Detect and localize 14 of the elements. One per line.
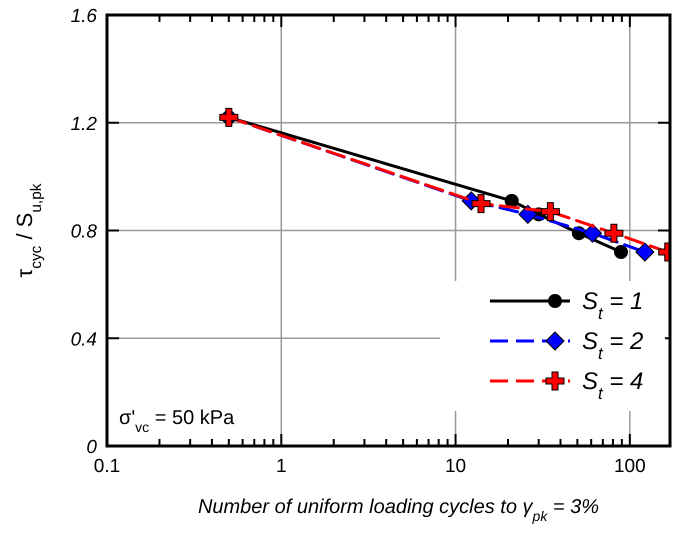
x-tick-label: 10: [444, 456, 466, 477]
y-tick-label: 0.8: [70, 222, 98, 242]
x-tick-label: 100: [614, 456, 646, 477]
x-tick-label: 0.1: [94, 456, 120, 477]
x-axis-title: Number of uniform loading cycles to γ$_{pk}$ = 3%: [198, 496, 600, 524]
y-tick-label: 1.6: [70, 6, 98, 27]
y-tick-label: 1.2: [70, 114, 98, 135]
x-tick-label: 1: [276, 456, 287, 477]
y-tick-label: 0.4: [70, 329, 97, 350]
legend-label: S$_{t}$ = 4: [582, 368, 644, 402]
y-tick-label: 0: [86, 437, 98, 458]
annotation: σ'$_{vc}$ = 50 kPa: [119, 407, 236, 435]
legend-label: S$_{t}$ = 1: [582, 288, 644, 322]
legend-label: S$_{t}$ = 2: [582, 328, 644, 362]
